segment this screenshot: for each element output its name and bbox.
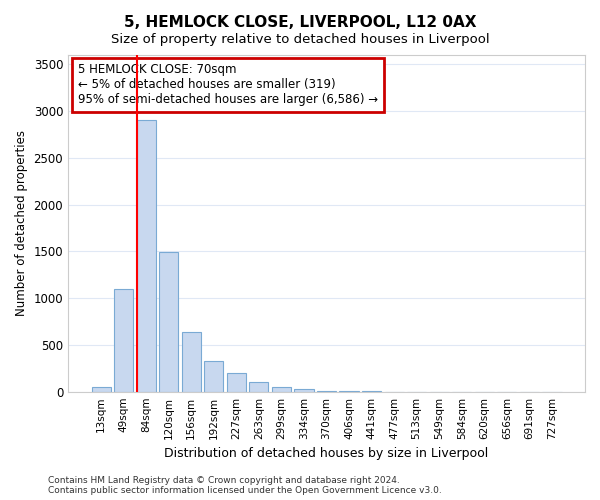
Y-axis label: Number of detached properties: Number of detached properties [15,130,28,316]
Bar [250,382,268,392]
Bar [272,386,291,392]
Bar [137,120,156,392]
Bar [227,374,246,392]
Bar [182,332,201,392]
Bar [317,390,336,392]
X-axis label: Distribution of detached houses by size in Liverpool: Distribution of detached houses by size … [164,447,488,460]
Bar [159,252,178,392]
Bar [204,361,223,392]
Text: 5 HEMLOCK CLOSE: 70sqm
← 5% of detached houses are smaller (319)
95% of semi-det: 5 HEMLOCK CLOSE: 70sqm ← 5% of detached … [79,64,379,106]
Text: 5, HEMLOCK CLOSE, LIVERPOOL, L12 0AX: 5, HEMLOCK CLOSE, LIVERPOOL, L12 0AX [124,15,476,30]
Text: Size of property relative to detached houses in Liverpool: Size of property relative to detached ho… [110,32,490,46]
Bar [114,289,133,392]
Bar [295,389,314,392]
Text: Contains HM Land Registry data © Crown copyright and database right 2024.
Contai: Contains HM Land Registry data © Crown c… [48,476,442,495]
Bar [92,386,110,392]
